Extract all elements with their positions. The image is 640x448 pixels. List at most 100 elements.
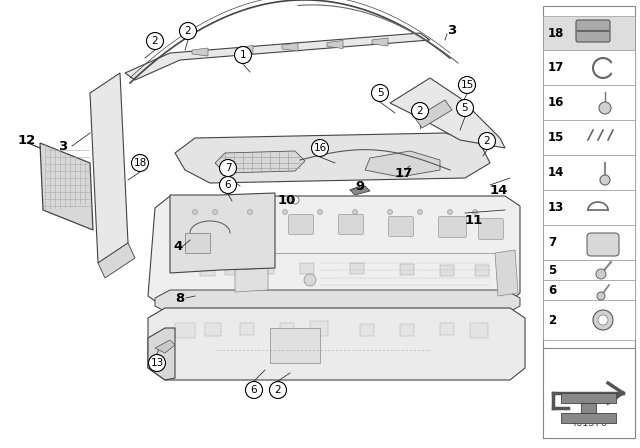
Polygon shape <box>372 38 388 46</box>
Bar <box>400 264 414 275</box>
FancyBboxPatch shape <box>289 215 314 234</box>
Circle shape <box>282 210 287 215</box>
Bar <box>360 324 374 336</box>
Circle shape <box>458 77 476 94</box>
Bar <box>543 348 635 438</box>
Text: 2: 2 <box>185 26 191 36</box>
Text: 14: 14 <box>548 166 564 179</box>
Polygon shape <box>170 193 275 273</box>
Polygon shape <box>40 143 93 230</box>
Bar <box>543 120 635 155</box>
Polygon shape <box>350 186 370 195</box>
Circle shape <box>371 85 388 102</box>
Text: 9: 9 <box>355 180 364 193</box>
Polygon shape <box>561 393 616 423</box>
Text: 13: 13 <box>150 358 164 368</box>
Text: 2: 2 <box>152 36 158 46</box>
Text: 10: 10 <box>278 194 296 207</box>
Text: 14: 14 <box>490 184 508 197</box>
Circle shape <box>412 103 429 120</box>
Text: 1: 1 <box>240 50 246 60</box>
Circle shape <box>248 210 253 215</box>
FancyBboxPatch shape <box>479 219 504 240</box>
Circle shape <box>472 210 477 215</box>
Polygon shape <box>415 100 452 128</box>
Circle shape <box>387 210 392 215</box>
Circle shape <box>353 210 358 215</box>
Text: 11: 11 <box>465 214 483 227</box>
Bar <box>543 300 635 340</box>
Text: 6: 6 <box>548 284 556 297</box>
Circle shape <box>131 155 148 172</box>
Bar <box>200 264 215 276</box>
Polygon shape <box>282 43 298 51</box>
Circle shape <box>234 47 252 64</box>
Bar <box>400 324 414 336</box>
Bar <box>543 190 635 225</box>
Text: 16: 16 <box>314 143 326 153</box>
Circle shape <box>600 175 610 185</box>
Polygon shape <box>155 340 175 353</box>
Bar <box>270 328 320 363</box>
Bar <box>543 85 635 120</box>
Text: 7: 7 <box>548 236 556 249</box>
Bar <box>300 263 314 274</box>
Text: 17: 17 <box>548 61 564 74</box>
Bar <box>440 323 454 335</box>
Bar <box>205 323 221 336</box>
Circle shape <box>193 210 198 215</box>
Polygon shape <box>235 268 268 292</box>
Polygon shape <box>390 78 505 148</box>
Text: 18: 18 <box>133 158 147 168</box>
Polygon shape <box>148 196 520 308</box>
Polygon shape <box>327 40 343 48</box>
Polygon shape <box>175 133 490 183</box>
Bar <box>475 265 489 276</box>
Bar <box>240 323 254 335</box>
Circle shape <box>456 99 474 116</box>
Circle shape <box>179 22 196 39</box>
FancyBboxPatch shape <box>239 215 264 234</box>
Text: 3: 3 <box>447 23 456 36</box>
Text: 3: 3 <box>58 139 67 152</box>
Circle shape <box>212 210 218 215</box>
Circle shape <box>317 210 323 215</box>
Text: 17: 17 <box>395 167 413 180</box>
Polygon shape <box>98 243 135 278</box>
Polygon shape <box>90 73 128 263</box>
Polygon shape <box>495 250 518 296</box>
Text: 15: 15 <box>548 131 564 144</box>
Circle shape <box>593 310 613 330</box>
Text: 13: 13 <box>548 201 564 214</box>
Bar <box>185 233 210 253</box>
Circle shape <box>291 196 299 204</box>
FancyBboxPatch shape <box>193 216 225 240</box>
Text: 4: 4 <box>173 240 182 253</box>
Polygon shape <box>148 328 175 380</box>
Text: 16: 16 <box>548 96 564 109</box>
Circle shape <box>304 274 316 286</box>
Circle shape <box>479 133 495 150</box>
FancyBboxPatch shape <box>339 215 364 234</box>
Bar <box>350 263 364 274</box>
Bar <box>543 155 635 190</box>
Text: 2: 2 <box>275 385 282 395</box>
Circle shape <box>312 139 328 156</box>
Polygon shape <box>155 290 520 314</box>
Bar <box>310 321 328 336</box>
Text: 461376: 461376 <box>571 418 607 428</box>
Text: 5: 5 <box>548 263 556 276</box>
Text: 12: 12 <box>18 134 36 146</box>
FancyBboxPatch shape <box>438 216 467 237</box>
Circle shape <box>220 177 237 194</box>
Text: 2: 2 <box>417 106 423 116</box>
Text: 8: 8 <box>175 292 184 305</box>
Bar <box>543 260 635 280</box>
Circle shape <box>147 33 163 49</box>
Circle shape <box>447 210 452 215</box>
Circle shape <box>246 382 262 399</box>
Circle shape <box>599 102 611 114</box>
Polygon shape <box>365 151 440 177</box>
Text: 7: 7 <box>225 163 231 173</box>
Text: 2: 2 <box>484 136 490 146</box>
